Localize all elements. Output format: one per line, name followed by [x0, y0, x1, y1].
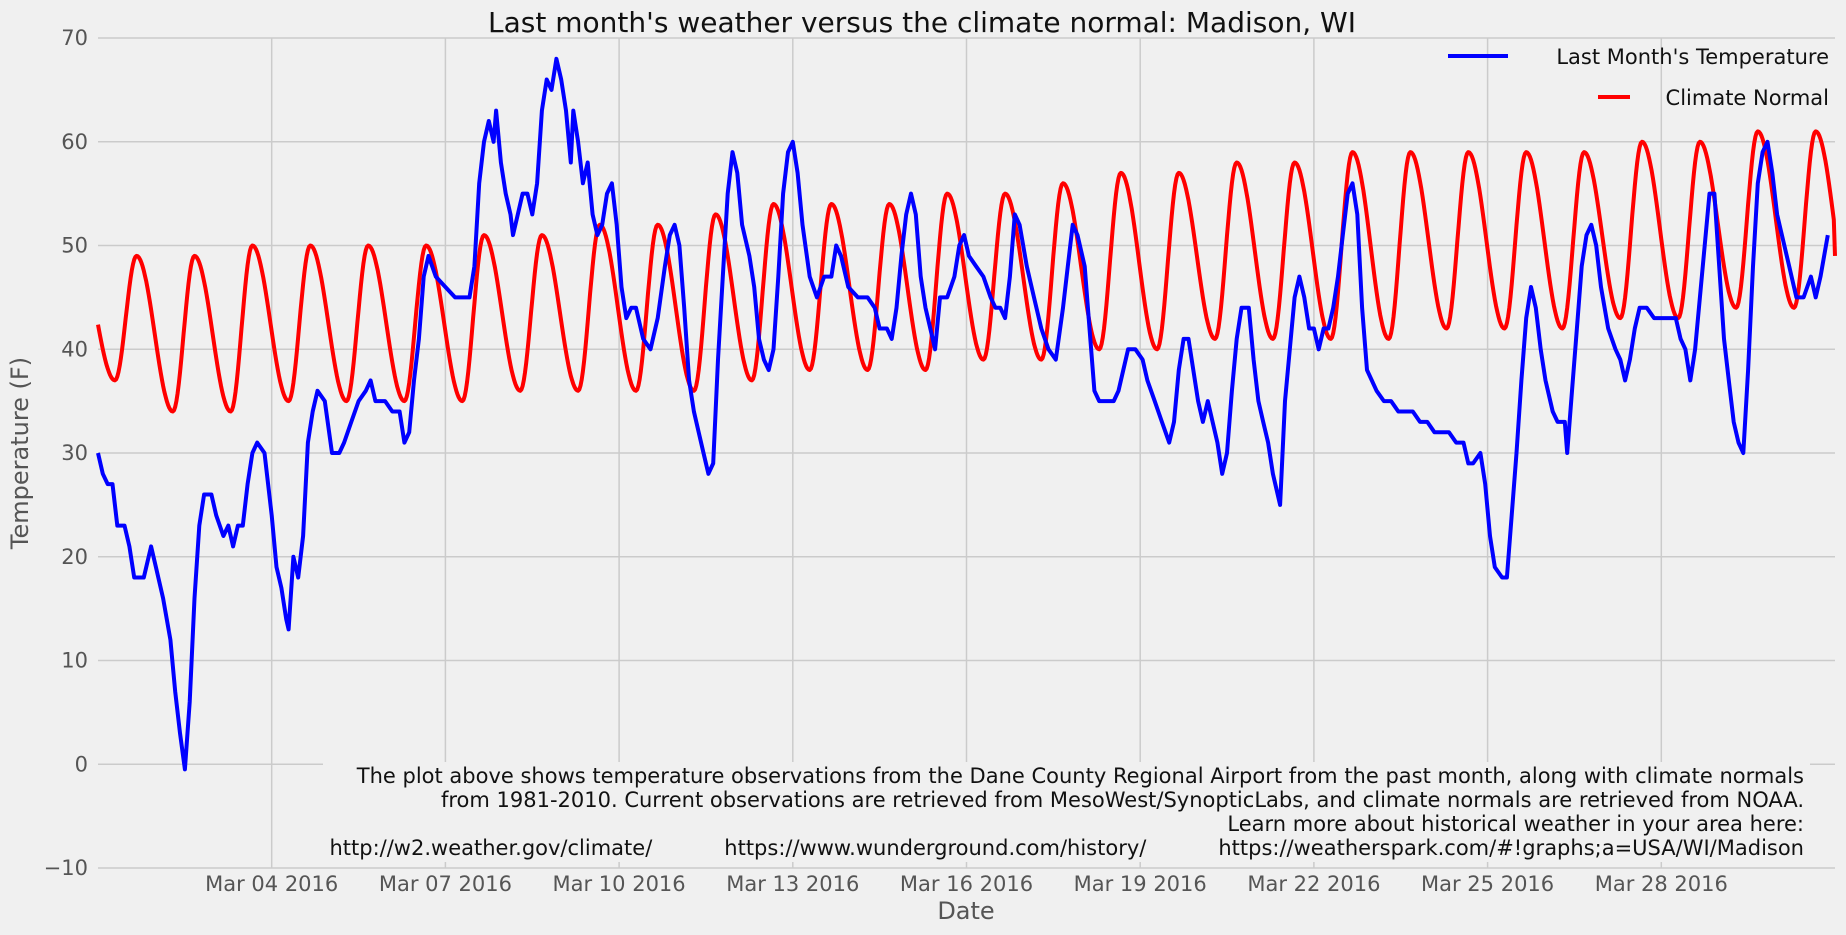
y-tick-label: 30 [61, 441, 88, 465]
x-tick-label: Mar 19 2016 [1074, 872, 1207, 896]
chart-title: Last month's weather versus the climate … [488, 6, 1356, 39]
caption-line-2: from 1981-2010. Current observations are… [440, 788, 1804, 812]
caption-line-3: Learn more about historical weather in y… [1227, 812, 1804, 836]
climate-normal-line [96, 129, 1837, 414]
x-tick-label: Mar 10 2016 [553, 872, 686, 896]
y-tick-label: 40 [61, 337, 88, 361]
y-tick-labels: −10 0 10 20 30 40 50 60 70 [44, 26, 88, 880]
link-wunderground[interactable]: https://www.wunderground.com/history/ [724, 836, 1147, 860]
y-tick-label: 60 [61, 130, 88, 154]
link-weather-gov[interactable]: http://w2.weather.gov/climate/ [329, 836, 653, 860]
y-axis-title: Temperature (F) [6, 357, 34, 550]
series-lines [96, 56, 1837, 772]
legend-label-temperature: Last Month's Temperature [1556, 45, 1829, 69]
legend-label-normal: Climate Normal [1666, 86, 1829, 110]
y-tick-label: 20 [61, 545, 88, 569]
y-tick-label: 70 [61, 26, 88, 50]
y-tick-label: −10 [44, 856, 88, 880]
temperature-line [96, 56, 1830, 772]
x-axis-title: Date [937, 897, 994, 925]
caption-line-1: The plot above shows temperature observa… [356, 764, 1804, 788]
x-tick-label: Mar 04 2016 [205, 872, 338, 896]
y-tick-label: 0 [75, 752, 88, 776]
x-tick-label: Mar 22 2016 [1247, 872, 1380, 896]
link-weatherspark[interactable]: https://weatherspark.com/#!graphs;a=USA/… [1218, 836, 1804, 860]
x-tick-labels: Mar 04 2016 Mar 07 2016 Mar 10 2016 Mar 13 … [205, 872, 1728, 896]
x-tick-label: Mar 28 2016 [1595, 872, 1728, 896]
legend: Last Month's Temperature Climate Normal [1448, 45, 1829, 110]
x-tick-label: Mar 13 2016 [726, 872, 859, 896]
y-tick-label: 50 [61, 234, 88, 258]
caption-links: http://w2.weather.gov/climate/https://ww… [329, 836, 1804, 860]
x-tick-label: Mar 16 2016 [900, 872, 1033, 896]
caption-box: The plot above shows temperature observa… [323, 762, 1810, 862]
y-tick-label: 10 [61, 649, 88, 673]
x-tick-label: Mar 07 2016 [379, 872, 512, 896]
x-tick-label: Mar 25 2016 [1421, 872, 1554, 896]
